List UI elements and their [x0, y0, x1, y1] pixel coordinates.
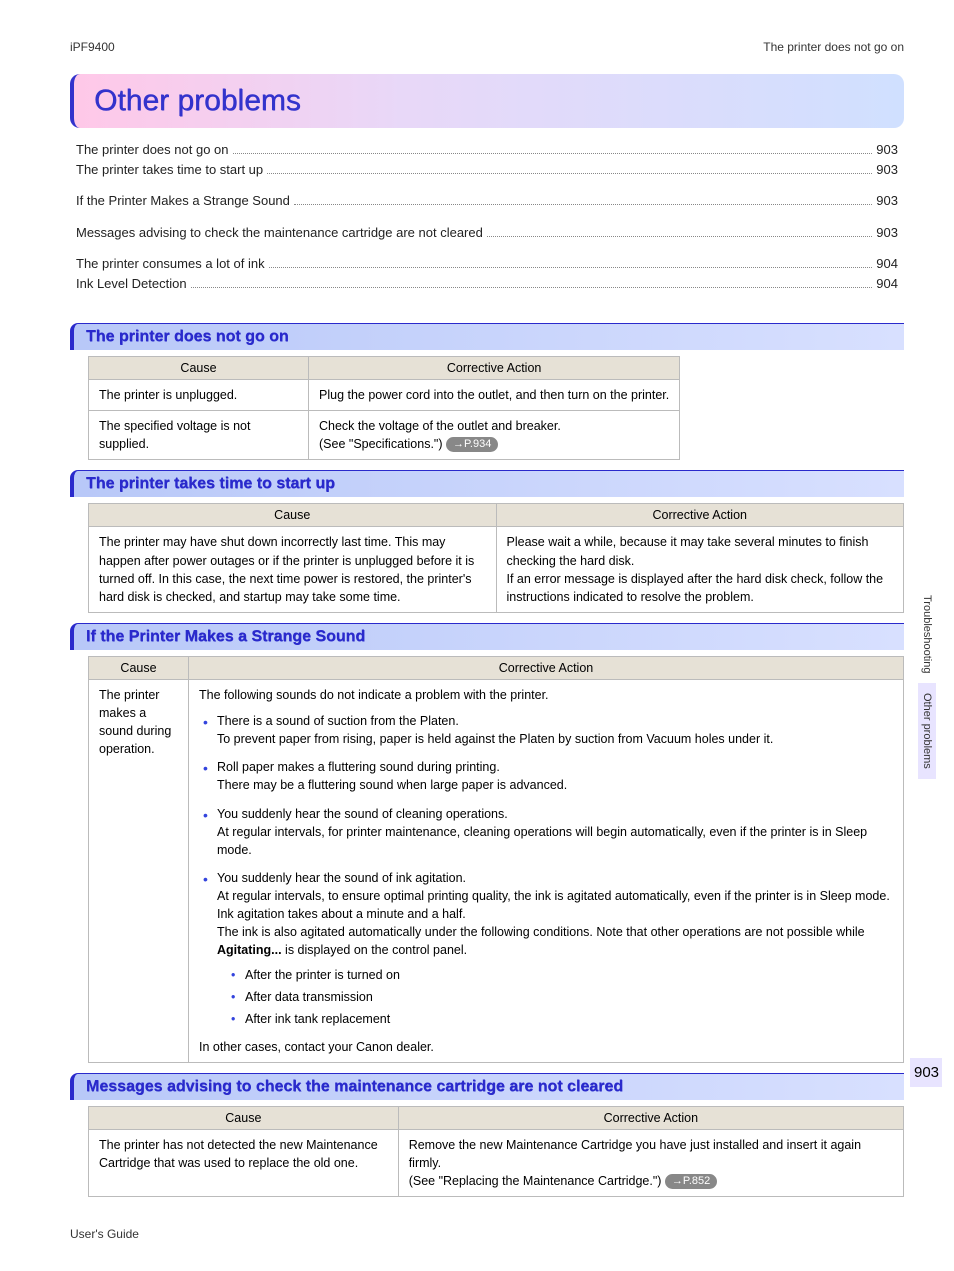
section-heading: If the Printer Makes a Strange Sound	[70, 623, 904, 650]
toc-page: 904	[876, 274, 898, 294]
cause-cell: The printer may have shut down incorrect…	[89, 527, 497, 613]
page-ref-pill[interactable]: →P.852	[665, 1174, 717, 1189]
toc-page: 903	[876, 140, 898, 160]
header-left: iPF9400	[70, 40, 115, 54]
toc-label: The printer consumes a lot of ink	[76, 254, 265, 274]
cause-cell: The printer makes a sound during operati…	[89, 679, 189, 1062]
toc-label: The printer takes time to start up	[76, 160, 263, 180]
section-title: The printer takes time to start up	[86, 475, 892, 493]
section-heading: The printer does not go on	[70, 323, 904, 350]
toc-label: Ink Level Detection	[76, 274, 187, 294]
toc-row[interactable]: The printer takes time to start up 903	[76, 160, 898, 180]
chapter-title-box: Other problems	[70, 74, 904, 128]
col-cause: Cause	[89, 1107, 399, 1130]
side-tab-other-problems[interactable]: Other problems	[918, 683, 936, 779]
page-number: 903	[910, 1058, 942, 1087]
page-header: iPF9400 The printer does not go on	[70, 40, 904, 54]
sub-list-item: After the printer is turned on	[245, 966, 893, 984]
side-tab-troubleshooting[interactable]: Troubleshooting	[918, 585, 936, 683]
intro-text: The following sounds do not indicate a p…	[199, 686, 893, 704]
col-action: Corrective Action	[309, 357, 680, 380]
list-item: You suddenly hear the sound of ink agita…	[217, 869, 893, 1028]
col-action: Corrective Action	[398, 1107, 903, 1130]
list-item: Roll paper makes a fluttering sound duri…	[217, 758, 893, 794]
col-action: Corrective Action	[496, 504, 904, 527]
toc-row[interactable]: The printer does not go on 903	[76, 140, 898, 160]
action-cell: The following sounds do not indicate a p…	[189, 679, 904, 1062]
troubleshoot-table-3: Cause Corrective Action The printer make…	[88, 656, 904, 1063]
section-title: The printer does not go on	[86, 328, 892, 346]
toc-page: 903	[876, 191, 898, 211]
outro-text: In other cases, contact your Canon deale…	[199, 1038, 893, 1056]
toc-label: Messages advising to check the maintenan…	[76, 223, 483, 243]
toc-row[interactable]: Ink Level Detection 904	[76, 274, 898, 294]
table-row: The printer has not detected the new Mai…	[89, 1130, 904, 1197]
list-item: There is a sound of suction from the Pla…	[217, 712, 893, 748]
sub-list-item: After ink tank replacement	[245, 1010, 893, 1028]
section-title: If the Printer Makes a Strange Sound	[86, 628, 892, 646]
action-cell: Remove the new Maintenance Cartridge you…	[398, 1130, 903, 1197]
chapter-title: Other problems	[94, 84, 884, 118]
col-action: Corrective Action	[189, 656, 904, 679]
action-cell: Plug the power cord into the outlet, and…	[309, 380, 680, 411]
table-of-contents: The printer does not go on 903 The print…	[70, 140, 904, 315]
side-tabs: Troubleshooting Other problems	[918, 585, 942, 779]
table-row: The printer may have shut down incorrect…	[89, 527, 904, 613]
toc-row[interactable]: The printer consumes a lot of ink 904	[76, 254, 898, 274]
cause-cell: The printer has not detected the new Mai…	[89, 1130, 399, 1197]
toc-row[interactable]: If the Printer Makes a Strange Sound 903	[76, 191, 898, 211]
col-cause: Cause	[89, 656, 189, 679]
page-ref-pill[interactable]: →P.934	[446, 437, 498, 452]
table-row: The specified voltage is not supplied. C…	[89, 411, 680, 460]
sub-list-item: After data transmission	[245, 988, 893, 1006]
table-row: The printer makes a sound during operati…	[89, 679, 904, 1062]
cause-cell: The specified voltage is not supplied.	[89, 411, 309, 460]
section-heading: The printer takes time to start up	[70, 470, 904, 497]
cause-cell: The printer is unplugged.	[89, 380, 309, 411]
list-item: You suddenly hear the sound of cleaning …	[217, 805, 893, 859]
troubleshoot-table-2: Cause Corrective Action The printer may …	[88, 503, 904, 613]
footer-text: User's Guide	[70, 1227, 904, 1241]
action-cell: Check the voltage of the outlet and brea…	[309, 411, 680, 460]
toc-label: If the Printer Makes a Strange Sound	[76, 191, 290, 211]
section-heading: Messages advising to check the maintenan…	[70, 1073, 904, 1100]
section-title: Messages advising to check the maintenan…	[86, 1078, 892, 1096]
col-cause: Cause	[89, 504, 497, 527]
agitating-label: Agitating...	[217, 943, 282, 957]
toc-page: 903	[876, 223, 898, 243]
action-cell: Please wait a while, because it may take…	[496, 527, 904, 613]
toc-label: The printer does not go on	[76, 140, 229, 160]
col-cause: Cause	[89, 357, 309, 380]
toc-row[interactable]: Messages advising to check the maintenan…	[76, 223, 898, 243]
toc-page: 903	[876, 160, 898, 180]
table-row: The printer is unplugged. Plug the power…	[89, 380, 680, 411]
troubleshoot-table-1: Cause Corrective Action The printer is u…	[88, 356, 680, 460]
header-right: The printer does not go on	[763, 40, 904, 54]
toc-page: 904	[876, 254, 898, 274]
toc-dots	[233, 153, 873, 154]
troubleshoot-table-4: Cause Corrective Action The printer has …	[88, 1106, 904, 1197]
